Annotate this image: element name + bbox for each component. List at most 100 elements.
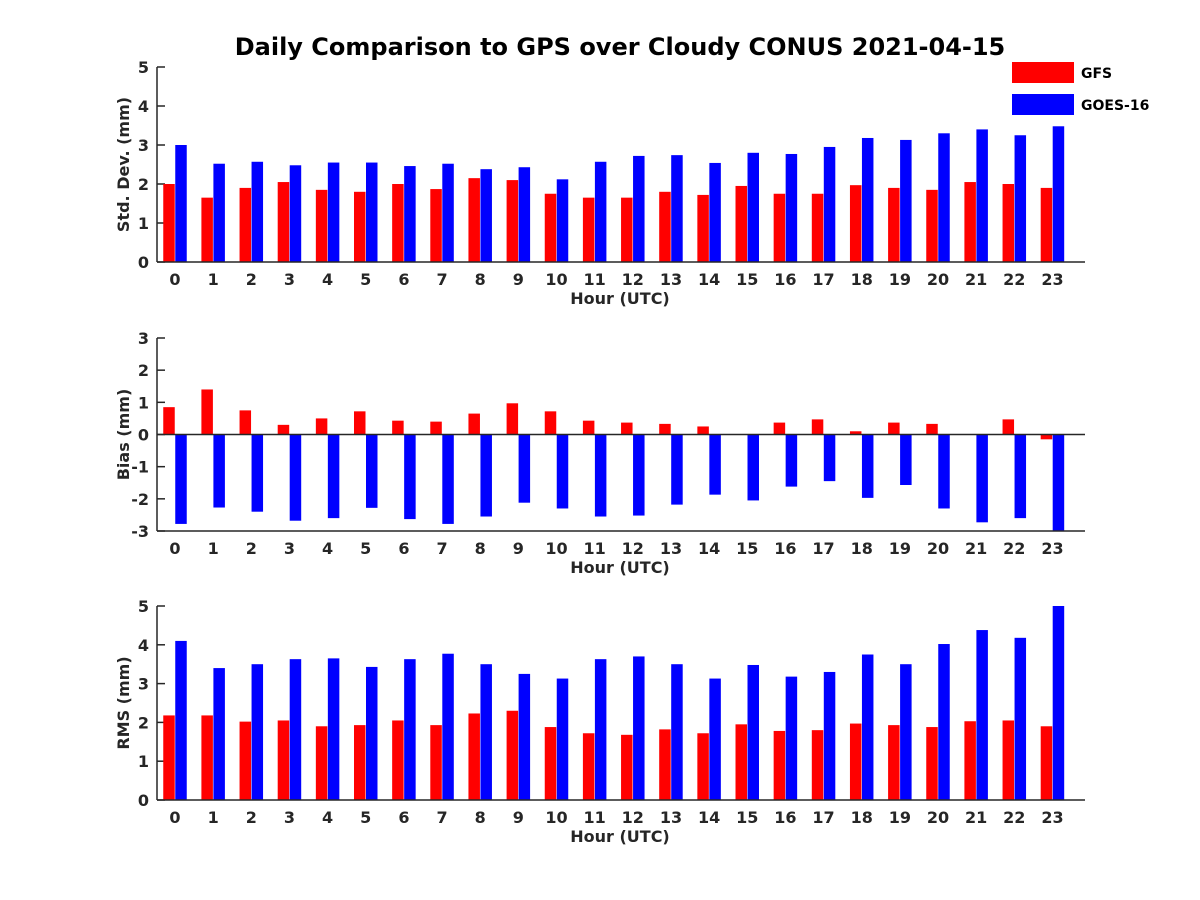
y-tick-label: -2 [131, 490, 149, 509]
x-tick-label: 9 [513, 808, 524, 827]
x-tick-label: 20 [927, 808, 949, 827]
x-tick-label: 12 [622, 270, 644, 289]
bar-gfs-hour-18 [849, 723, 862, 800]
bar-gfs-hour-11 [582, 197, 595, 262]
y-tick-label: 4 [138, 636, 149, 655]
x-tick-label: 23 [1041, 270, 1063, 289]
bar-goes-16-hour-20 [938, 133, 950, 262]
bar-goes-16-hour-10 [556, 434, 569, 509]
y-tick-label: 0 [138, 791, 149, 810]
bar-gfs-hour-21 [964, 721, 976, 800]
bar-gfs-hour-15 [735, 185, 747, 262]
bar-goes-16-hour-18 [861, 654, 874, 800]
y-axis-label: Std. Dev. (mm) [114, 97, 133, 232]
bar-gfs-hour-1 [201, 389, 213, 435]
bar-gfs-hour-17 [811, 193, 824, 262]
bar-gfs-hour-8 [468, 178, 480, 262]
bar-goes-16-hour-3 [289, 165, 302, 262]
x-tick-label: 6 [398, 539, 409, 558]
bar-goes-16-hour-22 [1014, 135, 1027, 262]
bar-gfs-hour-4 [315, 189, 328, 262]
y-tick-label: 3 [138, 329, 149, 348]
bar-gfs-hour-0 [163, 184, 175, 262]
x-tick-label: 21 [965, 270, 987, 289]
y-tick-label: 4 [138, 97, 149, 116]
bar-goes-16-hour-6 [404, 659, 416, 800]
x-tick-label: 15 [736, 808, 758, 827]
x-tick-label: 19 [889, 808, 911, 827]
bar-goes-16-hour-21 [976, 630, 988, 800]
bar-goes-16-hour-4 [327, 434, 340, 519]
bar-gfs-hour-12 [621, 197, 633, 262]
bar-gfs-hour-23 [1040, 726, 1053, 800]
y-tick-label: -3 [131, 522, 149, 541]
y-tick-label: 2 [138, 175, 149, 194]
bar-gfs-hour-23 [1040, 434, 1053, 440]
bar-gfs-hour-5 [354, 725, 366, 800]
x-tick-label: 21 [965, 808, 987, 827]
bar-gfs-hour-16 [773, 193, 786, 262]
x-tick-label: 13 [660, 270, 682, 289]
bar-gfs-hour-3 [277, 182, 290, 262]
chart-title: Daily Comparison to GPS over Cloudy CONU… [235, 33, 1006, 61]
bar-goes-16-hour-20 [938, 434, 950, 509]
x-tick-label: 19 [889, 270, 911, 289]
x-tick-label: 14 [698, 270, 720, 289]
bar-goes-16-hour-0 [175, 640, 187, 800]
bar-gfs-hour-19 [888, 725, 900, 800]
bar-goes-16-hour-5 [366, 666, 378, 800]
y-tick-label: 0 [138, 253, 149, 272]
bar-goes-16-hour-11 [594, 659, 607, 800]
bar-gfs-hour-18 [849, 185, 862, 262]
x-tick-label: 18 [851, 270, 873, 289]
bar-gfs-hour-7 [430, 189, 442, 262]
bar-goes-16-hour-23 [1052, 606, 1065, 800]
bar-goes-16-hour-21 [976, 434, 988, 523]
x-axis-label: Hour (UTC) [570, 827, 670, 846]
x-tick-label: 11 [584, 539, 606, 558]
bar-goes-16-hour-17 [823, 146, 836, 262]
x-tick-label: 3 [284, 270, 295, 289]
bar-gfs-hour-6 [392, 184, 404, 262]
x-tick-label: 13 [660, 539, 682, 558]
x-tick-label: 16 [774, 270, 796, 289]
bar-goes-16-hour-7 [442, 434, 454, 524]
x-tick-label: 11 [584, 808, 606, 827]
bar-goes-16-hour-12 [633, 656, 645, 800]
bar-goes-16-hour-19 [900, 664, 912, 800]
bar-gfs-hour-1 [201, 197, 213, 262]
bar-goes-16-hour-9 [518, 434, 531, 503]
bar-gfs-hour-19 [888, 422, 900, 435]
bar-goes-16-hour-1 [213, 163, 225, 262]
bar-goes-16-hour-16 [785, 434, 798, 487]
x-tick-label: 18 [851, 808, 873, 827]
x-tick-label: 21 [965, 539, 987, 558]
x-tick-label: 10 [545, 539, 567, 558]
x-tick-label: 15 [736, 270, 758, 289]
x-tick-label: 3 [284, 539, 295, 558]
legend: GFS GOES-16 [1012, 62, 1149, 115]
bar-goes-16-hour-3 [289, 659, 302, 800]
legend-label-goes-16: GOES-16 [1081, 98, 1149, 114]
x-tick-label: 5 [360, 270, 371, 289]
bar-goes-16-hour-8 [480, 434, 492, 517]
bar-goes-16-hour-14 [709, 162, 721, 262]
bar-goes-16-hour-15 [747, 664, 759, 800]
x-tick-label: 12 [622, 539, 644, 558]
x-tick-label: 10 [545, 808, 567, 827]
x-tick-label: 1 [208, 539, 219, 558]
bar-gfs-hour-14 [697, 733, 709, 800]
x-tick-label: 23 [1041, 808, 1063, 827]
bar-gfs-hour-16 [773, 422, 786, 435]
x-tick-label: 0 [169, 539, 180, 558]
x-tick-label: 8 [475, 539, 486, 558]
bar-goes-16-hour-16 [785, 676, 798, 800]
bar-goes-16-hour-14 [709, 678, 721, 800]
bar-goes-16-hour-15 [747, 152, 759, 262]
y-tick-label: 1 [138, 214, 149, 233]
bar-goes-16-hour-7 [442, 163, 454, 262]
x-tick-label: 22 [1003, 808, 1025, 827]
bar-gfs-hour-6 [392, 420, 404, 435]
y-tick-label: 5 [138, 58, 149, 77]
